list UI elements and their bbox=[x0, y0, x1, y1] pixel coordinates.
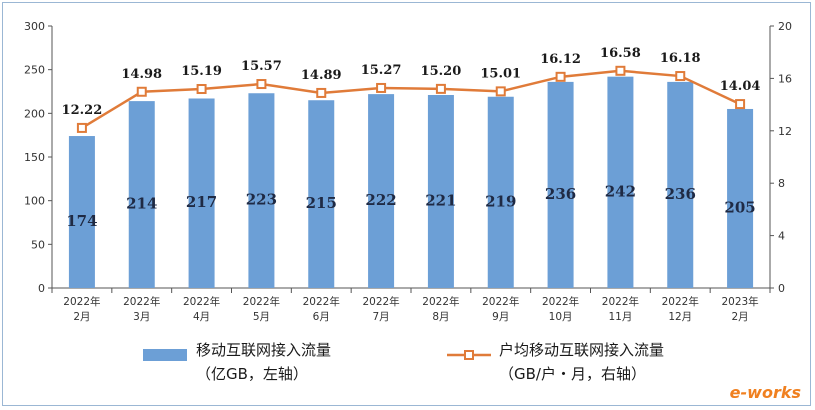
y-right-tick-label: 16 bbox=[778, 72, 792, 85]
line-data-label: 14.98 bbox=[121, 67, 162, 82]
bar bbox=[487, 96, 514, 289]
bar bbox=[427, 94, 454, 288]
y-right-tick-label: 20 bbox=[778, 20, 792, 33]
legend-swatch-line bbox=[447, 350, 491, 360]
bar-data-label: 242 bbox=[605, 182, 636, 200]
line-point bbox=[136, 86, 147, 97]
bar-data-label: 223 bbox=[246, 191, 277, 209]
line-data-label: 16.18 bbox=[660, 51, 701, 66]
line-data-label: 16.58 bbox=[600, 46, 641, 61]
line-point bbox=[555, 71, 566, 82]
x-tick-label-month: 11月 bbox=[608, 311, 632, 323]
x-tick-label-year: 2022年 bbox=[303, 295, 340, 308]
line-point bbox=[435, 83, 446, 94]
bar bbox=[727, 108, 754, 288]
legend-line-label: 户均移动互联网接入流量 bbox=[499, 341, 665, 359]
bar-data-label: 215 bbox=[306, 194, 337, 212]
x-tick-label-month: 2月 bbox=[73, 311, 90, 323]
x-tick-label-year: 2022年 bbox=[362, 295, 399, 308]
bar bbox=[248, 93, 275, 288]
x-tick-label-month: 12月 bbox=[668, 311, 692, 323]
line-point bbox=[256, 79, 267, 90]
bar-data-label: 205 bbox=[724, 198, 755, 216]
legend-bars-label: 移动互联网接入流量 bbox=[196, 341, 332, 359]
x-tick-label-year: 2022年 bbox=[542, 295, 579, 308]
legend-line: 户均移动互联网接入流量 （GB/户・月，右轴） bbox=[499, 338, 664, 386]
x-tick-label-year: 2022年 bbox=[422, 295, 459, 308]
bar-data-label: 236 bbox=[665, 185, 696, 203]
bar-data-label: 217 bbox=[186, 193, 217, 211]
x-tick-label-year: 2022年 bbox=[482, 295, 519, 308]
x-tick-label-month: 3月 bbox=[133, 311, 150, 323]
line-data-label: 15.20 bbox=[421, 64, 462, 79]
line-data-label: 12.22 bbox=[62, 103, 103, 118]
bar bbox=[128, 101, 155, 289]
line-point bbox=[495, 86, 506, 97]
bar bbox=[68, 136, 95, 288]
bar-data-label: 174 bbox=[66, 212, 97, 230]
y-left-tick-label: 100 bbox=[24, 195, 45, 208]
line-data-label: 16.12 bbox=[540, 52, 581, 67]
y-left-tick-label: 300 bbox=[24, 20, 45, 33]
x-tick-label-year: 2022年 bbox=[243, 295, 280, 308]
bar bbox=[547, 81, 574, 288]
line-point bbox=[376, 82, 387, 93]
y-right-tick-label: 8 bbox=[778, 177, 785, 190]
y-left-tick-label: 0 bbox=[38, 282, 45, 295]
line-point bbox=[76, 122, 87, 133]
y-right-tick-label: 0 bbox=[778, 282, 785, 295]
line-point bbox=[675, 71, 686, 82]
y-left-tick-label: 150 bbox=[24, 151, 45, 164]
x-tick-label-month: 9月 bbox=[492, 311, 509, 323]
legend-bars: 移动互联网接入流量 （亿GB，左轴） bbox=[196, 338, 331, 386]
chart-frame bbox=[2, 2, 811, 406]
line-point bbox=[735, 99, 746, 110]
line-point bbox=[196, 84, 207, 95]
bar bbox=[368, 94, 395, 289]
line-point bbox=[615, 65, 626, 76]
x-tick-label-year: 2022年 bbox=[183, 295, 220, 308]
x-tick-label-month: 5月 bbox=[253, 311, 270, 323]
watermark-logo: e-works bbox=[729, 383, 801, 402]
x-tick-label-month: 4月 bbox=[193, 311, 210, 323]
line-data-label: 15.19 bbox=[181, 64, 222, 79]
x-tick-label-month: 2月 bbox=[731, 311, 748, 323]
x-tick-label-month: 10月 bbox=[549, 311, 573, 323]
x-tick-label-month: 6月 bbox=[313, 311, 330, 323]
line-data-label: 14.04 bbox=[720, 79, 761, 94]
x-tick-label-year: 2022年 bbox=[662, 295, 699, 308]
bar-data-label: 221 bbox=[425, 191, 456, 209]
bar-data-label: 236 bbox=[545, 185, 576, 203]
bar bbox=[308, 100, 335, 288]
x-tick-label-month: 8月 bbox=[432, 311, 449, 323]
x-tick-label-year: 2022年 bbox=[123, 295, 160, 308]
line-data-label: 15.57 bbox=[241, 59, 282, 74]
x-tick-label-year: 2022年 bbox=[63, 295, 100, 308]
bar-data-label: 222 bbox=[365, 191, 396, 209]
bar bbox=[188, 98, 215, 288]
y-right-tick-label: 4 bbox=[778, 230, 785, 243]
y-left-tick-label: 200 bbox=[24, 107, 45, 120]
y-right-tick-label: 12 bbox=[778, 125, 792, 138]
x-tick-label-year: 2023年 bbox=[721, 295, 758, 308]
line-series bbox=[81, 69, 741, 129]
line-point bbox=[316, 87, 327, 98]
bar-data-label: 219 bbox=[485, 192, 516, 210]
line-data-label: 14.89 bbox=[301, 68, 342, 83]
x-tick-label-month: 7月 bbox=[372, 311, 389, 323]
bar-data-label: 214 bbox=[126, 195, 157, 213]
line-data-label: 15.01 bbox=[480, 66, 521, 81]
line-data-label: 15.27 bbox=[361, 63, 402, 78]
legend-swatch-bars bbox=[143, 349, 187, 361]
bar bbox=[607, 76, 634, 288]
legend-line-sublabel: （GB/户・月，右轴） bbox=[499, 365, 646, 383]
x-tick-label-year: 2022年 bbox=[602, 295, 639, 308]
bar bbox=[667, 81, 694, 288]
y-left-tick-label: 50 bbox=[31, 238, 45, 251]
y-left-tick-label: 250 bbox=[24, 64, 45, 77]
legend-bars-sublabel: （亿GB，左轴） bbox=[196, 365, 308, 383]
